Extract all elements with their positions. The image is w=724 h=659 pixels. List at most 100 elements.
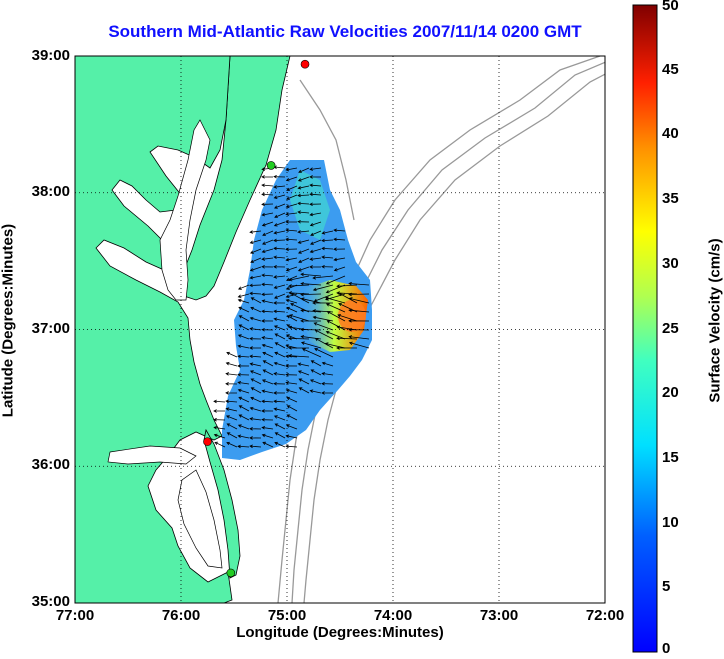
velocity-arrow — [273, 246, 286, 251]
velocity-arrow — [249, 275, 262, 280]
velocity-arrow — [262, 360, 274, 367]
velocity-arrow — [273, 381, 286, 386]
velocity-arrow — [336, 346, 358, 350]
velocity-arrow — [336, 284, 358, 288]
velocity-arrow — [237, 424, 250, 430]
velocity-arrow — [238, 405, 250, 412]
velocity-arrow — [213, 399, 226, 404]
x-tick-label: 74:00 — [373, 607, 413, 624]
velocity-arrow — [288, 353, 310, 358]
velocity-arrow — [309, 389, 322, 394]
velocity-arrow — [250, 297, 262, 304]
velocity-arrow — [285, 247, 298, 252]
velocity-arrow — [225, 415, 238, 421]
velocity-arrow — [312, 301, 334, 305]
colorbar — [632, 4, 658, 653]
velocity-arrow — [285, 212, 298, 216]
velocity-arrow — [297, 185, 310, 190]
velocity-arrow — [237, 444, 250, 449]
velocity-arrow — [286, 194, 298, 200]
velocity-arrow — [321, 391, 334, 395]
velocity-arrow — [262, 441, 274, 448]
velocity-arrow — [273, 293, 286, 299]
velocity-arrow — [348, 319, 370, 323]
velocity-arrow — [309, 257, 322, 261]
velocity-arrow — [261, 309, 274, 314]
velocity-peak — [338, 300, 366, 332]
velocity-arrow — [297, 201, 310, 206]
x-tick-label: 72:00 — [585, 607, 625, 624]
velocity-arrow — [298, 387, 310, 394]
velocity-arrow — [273, 301, 286, 305]
velocity-arrow — [309, 221, 322, 227]
velocity-arrow — [249, 346, 262, 350]
velocity-arrow — [273, 309, 286, 314]
velocity-arrow — [300, 341, 322, 349]
colorbar-tick-label: 15 — [662, 448, 679, 466]
x-tick-label: 73:00 — [479, 607, 519, 624]
velocity-arrow — [273, 391, 286, 395]
velocity-arrow — [285, 203, 298, 209]
velocity-arrow — [333, 237, 346, 242]
velocity-arrow — [249, 266, 262, 272]
velocity-arrow — [262, 351, 274, 358]
velocity-arrow — [273, 317, 286, 322]
velocity-arrow — [312, 275, 334, 280]
velocity-arrow — [321, 230, 334, 235]
velocity-arrow — [337, 313, 358, 322]
grid-lines — [75, 56, 605, 603]
velocity-arrow — [262, 239, 274, 245]
velocity-arrow — [285, 298, 298, 304]
velocity-arrow — [309, 248, 322, 254]
velocity-arrow — [310, 360, 322, 367]
velocity-arrow — [273, 372, 286, 376]
velocity-arrow — [237, 434, 250, 439]
velocity-arrow — [250, 378, 262, 385]
velocity-arrow — [297, 266, 310, 272]
velocity-arrow — [310, 230, 322, 236]
velocity-arrow — [321, 255, 334, 259]
velocity-arrow — [313, 322, 334, 331]
velocity-arrow — [285, 372, 298, 377]
velocity-arrow — [286, 315, 298, 322]
velocity-arrow — [325, 275, 346, 285]
velocity-arrow — [309, 192, 322, 197]
velocity-arrow — [261, 221, 274, 227]
velocity-arrow — [238, 396, 250, 403]
velocity-arrow — [225, 391, 238, 395]
velocity-arrow — [261, 202, 274, 207]
velocity-arrow — [238, 414, 250, 421]
velocity-arrow — [238, 306, 250, 313]
velocity-arrow — [285, 257, 298, 262]
colorbar-tick-label: 30 — [662, 254, 679, 272]
velocity-arrow — [225, 361, 238, 367]
velocity-arrow — [348, 341, 370, 349]
velocity-arrow — [321, 381, 334, 386]
velocity-arrow — [274, 342, 286, 349]
colorbar-tick-label: 25 — [662, 319, 679, 337]
mainland-virginia — [75, 56, 233, 603]
velocity-arrow — [309, 175, 322, 179]
velocity-arrow — [261, 273, 274, 278]
velocity-arrow — [273, 203, 286, 209]
velocity-arrow — [249, 291, 262, 296]
colorbar-tick-label: 40 — [662, 125, 679, 143]
velocity-arrow — [261, 319, 274, 323]
velocity-arrow — [298, 257, 310, 264]
velocity-arrow — [261, 399, 274, 404]
velocity-arrow — [261, 257, 274, 261]
chart-title: Southern Mid-Atlantic Raw Velocities 200… — [108, 22, 582, 41]
y-axis-label: Latitude (Degrees:Minutes) — [0, 223, 17, 418]
velocity-arrow — [273, 230, 286, 235]
velocity-arrow — [261, 282, 274, 287]
velocity-arrow — [297, 210, 310, 214]
velocity-arrow — [286, 396, 298, 403]
velocity-arrow — [285, 424, 298, 430]
velocity-arrow — [348, 292, 370, 297]
velocity-arrow — [333, 257, 346, 262]
velocity-arrow — [273, 284, 286, 289]
velocity-arrow — [348, 308, 370, 313]
y-tick-label: 37:00 — [31, 320, 70, 337]
velocity-arrow — [225, 407, 238, 412]
velocity-arrow — [249, 436, 262, 440]
